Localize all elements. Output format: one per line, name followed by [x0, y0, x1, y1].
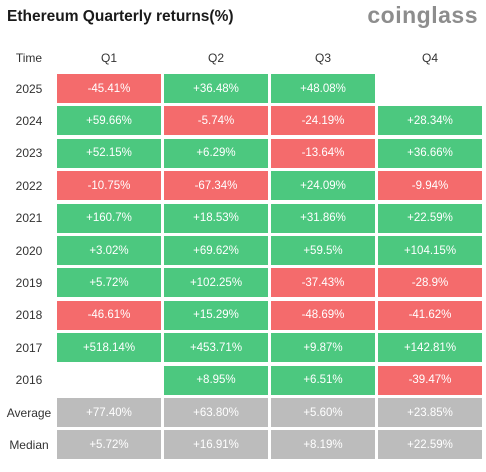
return-cell: -46.61%	[57, 300, 161, 330]
return-cell: +160.7%	[57, 203, 161, 233]
column-header-q1: Q1	[100, 51, 117, 65]
row-year-label: 2020	[15, 243, 43, 258]
return-cell: -24.19%	[271, 106, 375, 136]
table-row: 2022 -10.75% -67.34% +24.09% -9.94%	[4, 171, 482, 201]
empty-cell	[57, 366, 161, 395]
return-cell: +52.15%	[57, 138, 161, 168]
return-cell: -67.34%	[164, 171, 268, 201]
empty-cell	[378, 74, 482, 103]
summary-label: Average	[6, 405, 52, 420]
column-header-q2: Q2	[207, 51, 224, 65]
chart-title: Ethereum Quarterly returns(%)	[7, 8, 234, 25]
table-row: 2024 +59.66% -5.74% -24.19% +28.34%	[4, 106, 482, 136]
returns-table: Time Q1 Q2 Q3 Q4 2025 -45.41% +36.48% +48.0…	[4, 44, 482, 470]
return-cell: +5.72%	[57, 430, 161, 460]
table-row: 2018 -46.61% +15.29% -48.69% -41.62%	[4, 300, 482, 330]
return-cell: +22.59%	[378, 203, 482, 233]
row-year-label: 2023	[15, 146, 43, 161]
return-cell: -10.75%	[57, 171, 161, 201]
table-row: 2016 +8.95% +6.51% -39.47%	[4, 365, 482, 395]
row-year-label: 2017	[15, 340, 43, 355]
table-row: 2023 +52.15% +6.29% -13.64% +36.66%	[4, 138, 482, 168]
row-year-label: 2016	[15, 373, 43, 388]
return-cell: +5.72%	[57, 268, 161, 298]
return-cell: +77.40%	[57, 398, 161, 427]
return-cell: +36.48%	[164, 74, 268, 103]
return-cell: -5.74%	[164, 106, 268, 136]
coinglass-logo: coinglass	[367, 2, 478, 28]
return-cell: -37.43%	[271, 268, 375, 298]
return-cell: +23.85%	[378, 398, 482, 427]
return-cell: -9.94%	[378, 171, 482, 201]
return-cell: +16.91%	[164, 430, 268, 460]
return-cell: +69.62%	[164, 236, 268, 265]
return-cell: +142.81%	[378, 333, 482, 363]
table-row: 2020 +3.02% +69.62% +59.5% +104.15%	[4, 236, 482, 265]
return-cell: +22.59%	[378, 430, 482, 460]
row-year-label: 2024	[15, 113, 43, 128]
return-cell: +3.02%	[57, 236, 161, 265]
return-cell: +5.60%	[271, 398, 375, 427]
return-cell: +24.09%	[271, 171, 375, 201]
row-year-label: 2022	[15, 178, 43, 193]
return-cell: -41.62%	[378, 300, 482, 330]
return-cell: +59.66%	[57, 106, 161, 136]
return-cell: +8.19%	[271, 430, 375, 460]
return-cell: +63.80%	[164, 398, 268, 427]
row-year-label: 2019	[15, 275, 43, 290]
return-cell: +453.71%	[164, 333, 268, 363]
return-cell: +31.86%	[271, 203, 375, 233]
return-cell: +15.29%	[164, 300, 268, 330]
return-cell: -13.64%	[271, 138, 375, 168]
table-row: 2025 -45.41% +36.48% +48.08%	[4, 74, 482, 103]
return-cell: +28.34%	[378, 106, 482, 136]
return-cell: +518.14%	[57, 333, 161, 363]
row-year-label: 2025	[15, 81, 43, 96]
return-cell: +102.25%	[164, 268, 268, 298]
table-row: 2021 +160.7% +18.53% +31.86% +22.59%	[4, 203, 482, 233]
table-row: 2017 +518.14% +453.71% +9.87% +142.81%	[4, 333, 482, 363]
row-year-label: 2018	[15, 308, 43, 323]
return-cell: +36.66%	[378, 138, 482, 168]
table-row: 2019 +5.72% +102.25% -37.43% -28.9%	[4, 268, 482, 298]
return-cell: +9.87%	[271, 333, 375, 363]
summary-label: Median	[9, 437, 49, 452]
column-header-time: Time	[15, 51, 43, 65]
return-cell: +59.5%	[271, 236, 375, 265]
return-cell: +48.08%	[271, 74, 375, 103]
return-cell: +6.51%	[271, 365, 375, 395]
row-year-label: 2021	[15, 211, 43, 226]
summary-row: Median +5.72% +16.91% +8.19% +22.59%	[4, 430, 482, 460]
summary-row: Average +77.40% +63.80% +5.60% +23.85%	[4, 398, 482, 427]
header-row: Time Q1 Q2 Q3 Q4	[4, 44, 482, 72]
column-header-q4: Q4	[421, 51, 438, 65]
return-cell: -48.69%	[271, 300, 375, 330]
return-cell: +18.53%	[164, 203, 268, 233]
return-cell: -39.47%	[378, 365, 482, 395]
return-cell: +6.29%	[164, 138, 268, 168]
return-cell: -45.41%	[57, 74, 161, 103]
return-cell: +104.15%	[378, 236, 482, 265]
return-cell: -28.9%	[378, 268, 482, 298]
return-cell: +8.95%	[164, 365, 268, 395]
column-header-q3: Q3	[314, 51, 331, 65]
